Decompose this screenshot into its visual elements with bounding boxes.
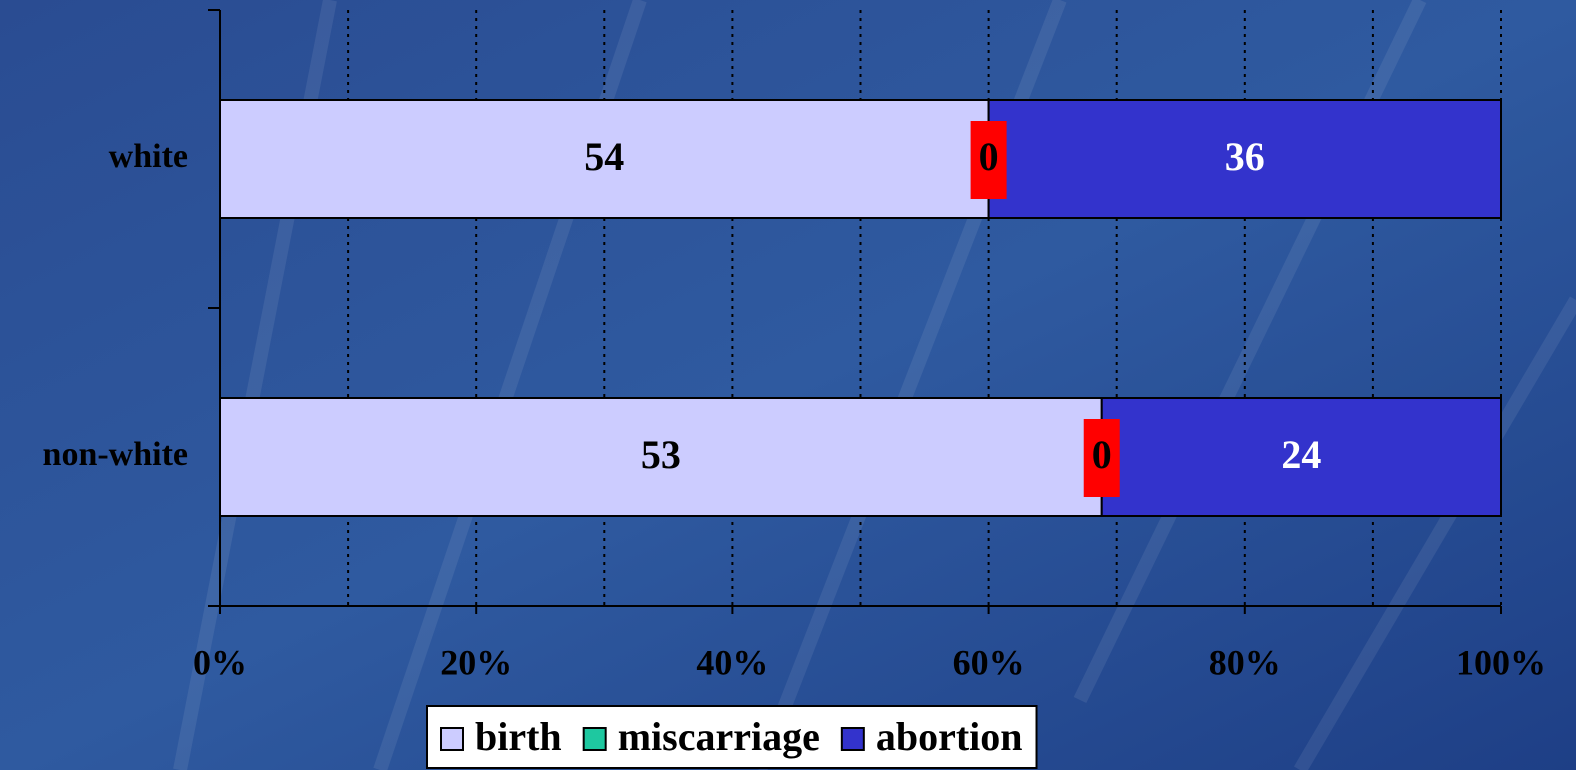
legend: birth miscarriage abortion [426, 705, 1038, 769]
y-tick-label: white [109, 138, 188, 175]
bar-segment [987, 99, 1502, 219]
x-tick-label: 20% [440, 642, 512, 682]
legend-box [426, 705, 1038, 769]
x-tick-label: 60% [953, 642, 1025, 682]
legend-label: miscarriage [618, 714, 820, 759]
data-label: 53 [641, 432, 681, 477]
data-label: 0 [979, 134, 999, 179]
legend-swatch [440, 727, 464, 751]
legend-swatch [582, 727, 607, 751]
data-label: 24 [1281, 432, 1321, 477]
data-label: 36 [1225, 134, 1265, 179]
data-label-background [970, 121, 1007, 199]
legend-label: abortion [876, 714, 1023, 759]
data-label: 0 [1092, 432, 1112, 477]
data-label-background [1083, 419, 1120, 497]
x-tick-label: 80% [1209, 642, 1281, 682]
x-tick-label: 100% [1456, 642, 1546, 682]
bar-segment [219, 99, 990, 219]
data-label: 54 [584, 134, 624, 179]
x-tick-label: 0% [193, 642, 247, 682]
y-tick-label: non-white [43, 436, 188, 473]
bar-segment [219, 397, 1103, 517]
legend-swatch [840, 727, 865, 751]
legend-label: birth [475, 714, 562, 759]
x-tick-label: 40% [696, 642, 768, 682]
